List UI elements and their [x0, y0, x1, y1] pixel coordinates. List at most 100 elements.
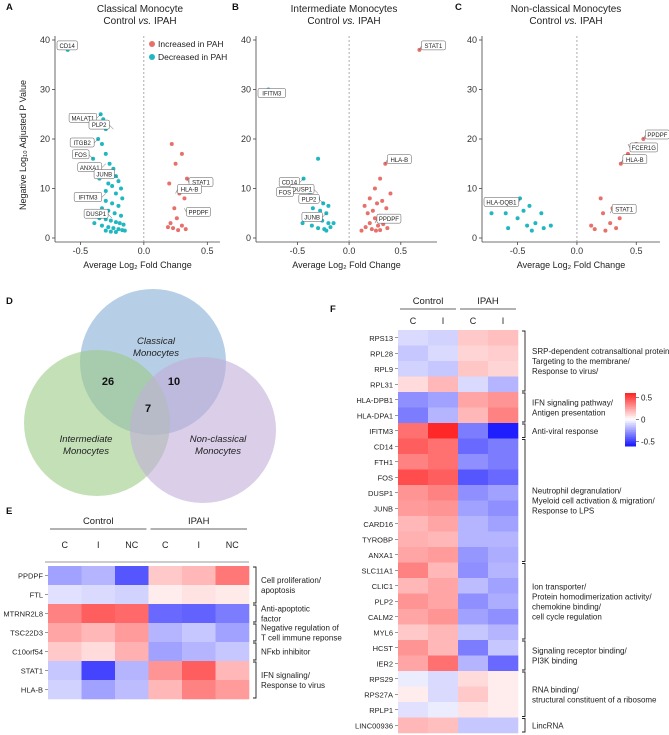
- gene-callout: ITGB2: [69, 137, 99, 148]
- colorbar-segment: [625, 414, 636, 417]
- heatmap-cell: [458, 407, 489, 424]
- point-decreased: [506, 226, 511, 231]
- x-tick-label: 0.5: [395, 246, 408, 256]
- point-increased: [603, 228, 608, 233]
- point-decreased: [113, 191, 118, 196]
- gene-callout: STAT1: [609, 204, 637, 214]
- heatmap-row-label: IER2: [376, 659, 393, 668]
- venn-count-classical-nonclassical: 10: [168, 376, 180, 388]
- colorbar-segment: [625, 396, 636, 399]
- point-decreased: [318, 208, 323, 213]
- point-decreased: [116, 203, 121, 208]
- heatmap-cell: [488, 593, 519, 610]
- point-increased: [370, 208, 375, 213]
- annotation-bracket: [522, 640, 526, 671]
- callout-leader: [88, 154, 94, 159]
- gene-label: IFITM3: [78, 195, 98, 201]
- heatmap-row-label: RPLP1: [369, 706, 393, 715]
- heatmap-row-label: SLC11A1: [361, 566, 393, 575]
- point-decreased: [99, 141, 104, 146]
- point-increased: [608, 221, 613, 226]
- point-decreased: [326, 203, 331, 208]
- callout-box: [483, 197, 520, 207]
- heatmap-row-label: FTH1: [374, 458, 393, 467]
- colorbar-segment: [625, 408, 636, 412]
- colorbar-tick-label: 0.5: [641, 393, 653, 402]
- point-increased: [363, 225, 368, 230]
- callout-leader: [101, 163, 106, 168]
- point-increased: [378, 176, 383, 181]
- callout-box: [298, 194, 320, 204]
- point-decreased: [527, 203, 532, 208]
- heatmap-column-label: C: [162, 540, 169, 550]
- point-decreased: [103, 151, 108, 156]
- heatmap-cell: [458, 609, 489, 625]
- heatmap-cell: [398, 562, 429, 579]
- callout-leader: [184, 208, 187, 213]
- heatmap-cell: [428, 562, 459, 579]
- point-decreased: [110, 201, 115, 206]
- heatmap-column-label: NC: [226, 540, 239, 550]
- annotation-text: IFN signaling pathway/: [532, 399, 614, 408]
- heatmap-cell: [428, 640, 459, 656]
- point-decreased: [121, 222, 126, 227]
- heatmap-cell: [398, 702, 429, 718]
- heatmap-cell: [398, 454, 429, 470]
- point-decreased: [316, 226, 321, 231]
- heatmap-cell: [488, 392, 519, 408]
- point-increased: [378, 228, 383, 233]
- annotation-text: Cell proliferation/: [261, 576, 322, 585]
- annotation-text: Protein homodimerization activity/: [532, 592, 652, 601]
- heatmap-cell: [148, 680, 183, 700]
- annotation-bracket: [522, 563, 526, 640]
- heatmap-cell: [115, 585, 149, 605]
- gene-label: ITGB2: [73, 141, 91, 147]
- point-decreased: [108, 218, 113, 223]
- gene-label: PPDPF: [379, 217, 399, 223]
- callout-leader: [109, 124, 114, 130]
- colorbar-segment: [625, 417, 636, 420]
- heatmap-cell: [81, 604, 116, 624]
- callout-leader: [299, 178, 304, 183]
- colorbar-segment: [625, 421, 636, 424]
- heatmap-cell: [428, 438, 459, 455]
- heatmap-cell: [48, 642, 82, 662]
- point-decreased: [92, 221, 97, 226]
- colorbar-segment: [625, 401, 636, 405]
- callout-leader: [186, 178, 190, 183]
- point-decreased: [316, 156, 321, 161]
- gene-label: HLA-B: [390, 158, 408, 164]
- annotation-text: cell cycle regulation: [532, 612, 602, 621]
- heatmap-row-label: CLIC1: [372, 582, 393, 591]
- heatmap-cell: [398, 500, 429, 517]
- point-increased: [601, 211, 606, 216]
- heatmap-cell: [48, 680, 82, 700]
- annotation-bracket: [522, 423, 526, 438]
- legend-up-marker: [149, 41, 155, 47]
- heatmap-cell: [428, 392, 459, 408]
- gene-callout: HLA-B: [620, 154, 648, 164]
- colorbar-segment: [625, 428, 636, 431]
- heatmap-column-label: I: [502, 316, 505, 326]
- point-increased: [369, 227, 374, 232]
- heatmap-row-label: FOS: [378, 473, 393, 482]
- heatmap-cell: [48, 661, 82, 681]
- y-tick-label: 10: [40, 184, 50, 194]
- heatmap-row-label: JUNB: [373, 504, 393, 513]
- gene-label: DUSP1: [292, 187, 313, 193]
- heatmap-cell: [458, 593, 489, 610]
- heatmap-cell: [398, 423, 429, 439]
- annotation-bracket: [253, 566, 257, 604]
- point-decreased: [106, 181, 111, 186]
- annotation-text: IFN signaling/: [261, 671, 311, 680]
- colorbar-segment: [625, 419, 636, 422]
- venn-count-all: 7: [145, 403, 151, 415]
- callout-box: [177, 184, 202, 194]
- heatmap-panel-e: Control IPAH C I NC C I NC PPDPF FTL MTRNR2L8 TSC22…: [3, 516, 342, 700]
- gene-callout: HLA-DQB1: [483, 197, 521, 207]
- callout-leader: [609, 209, 613, 214]
- legend-down-marker: [149, 54, 155, 60]
- callout-box: [56, 40, 78, 51]
